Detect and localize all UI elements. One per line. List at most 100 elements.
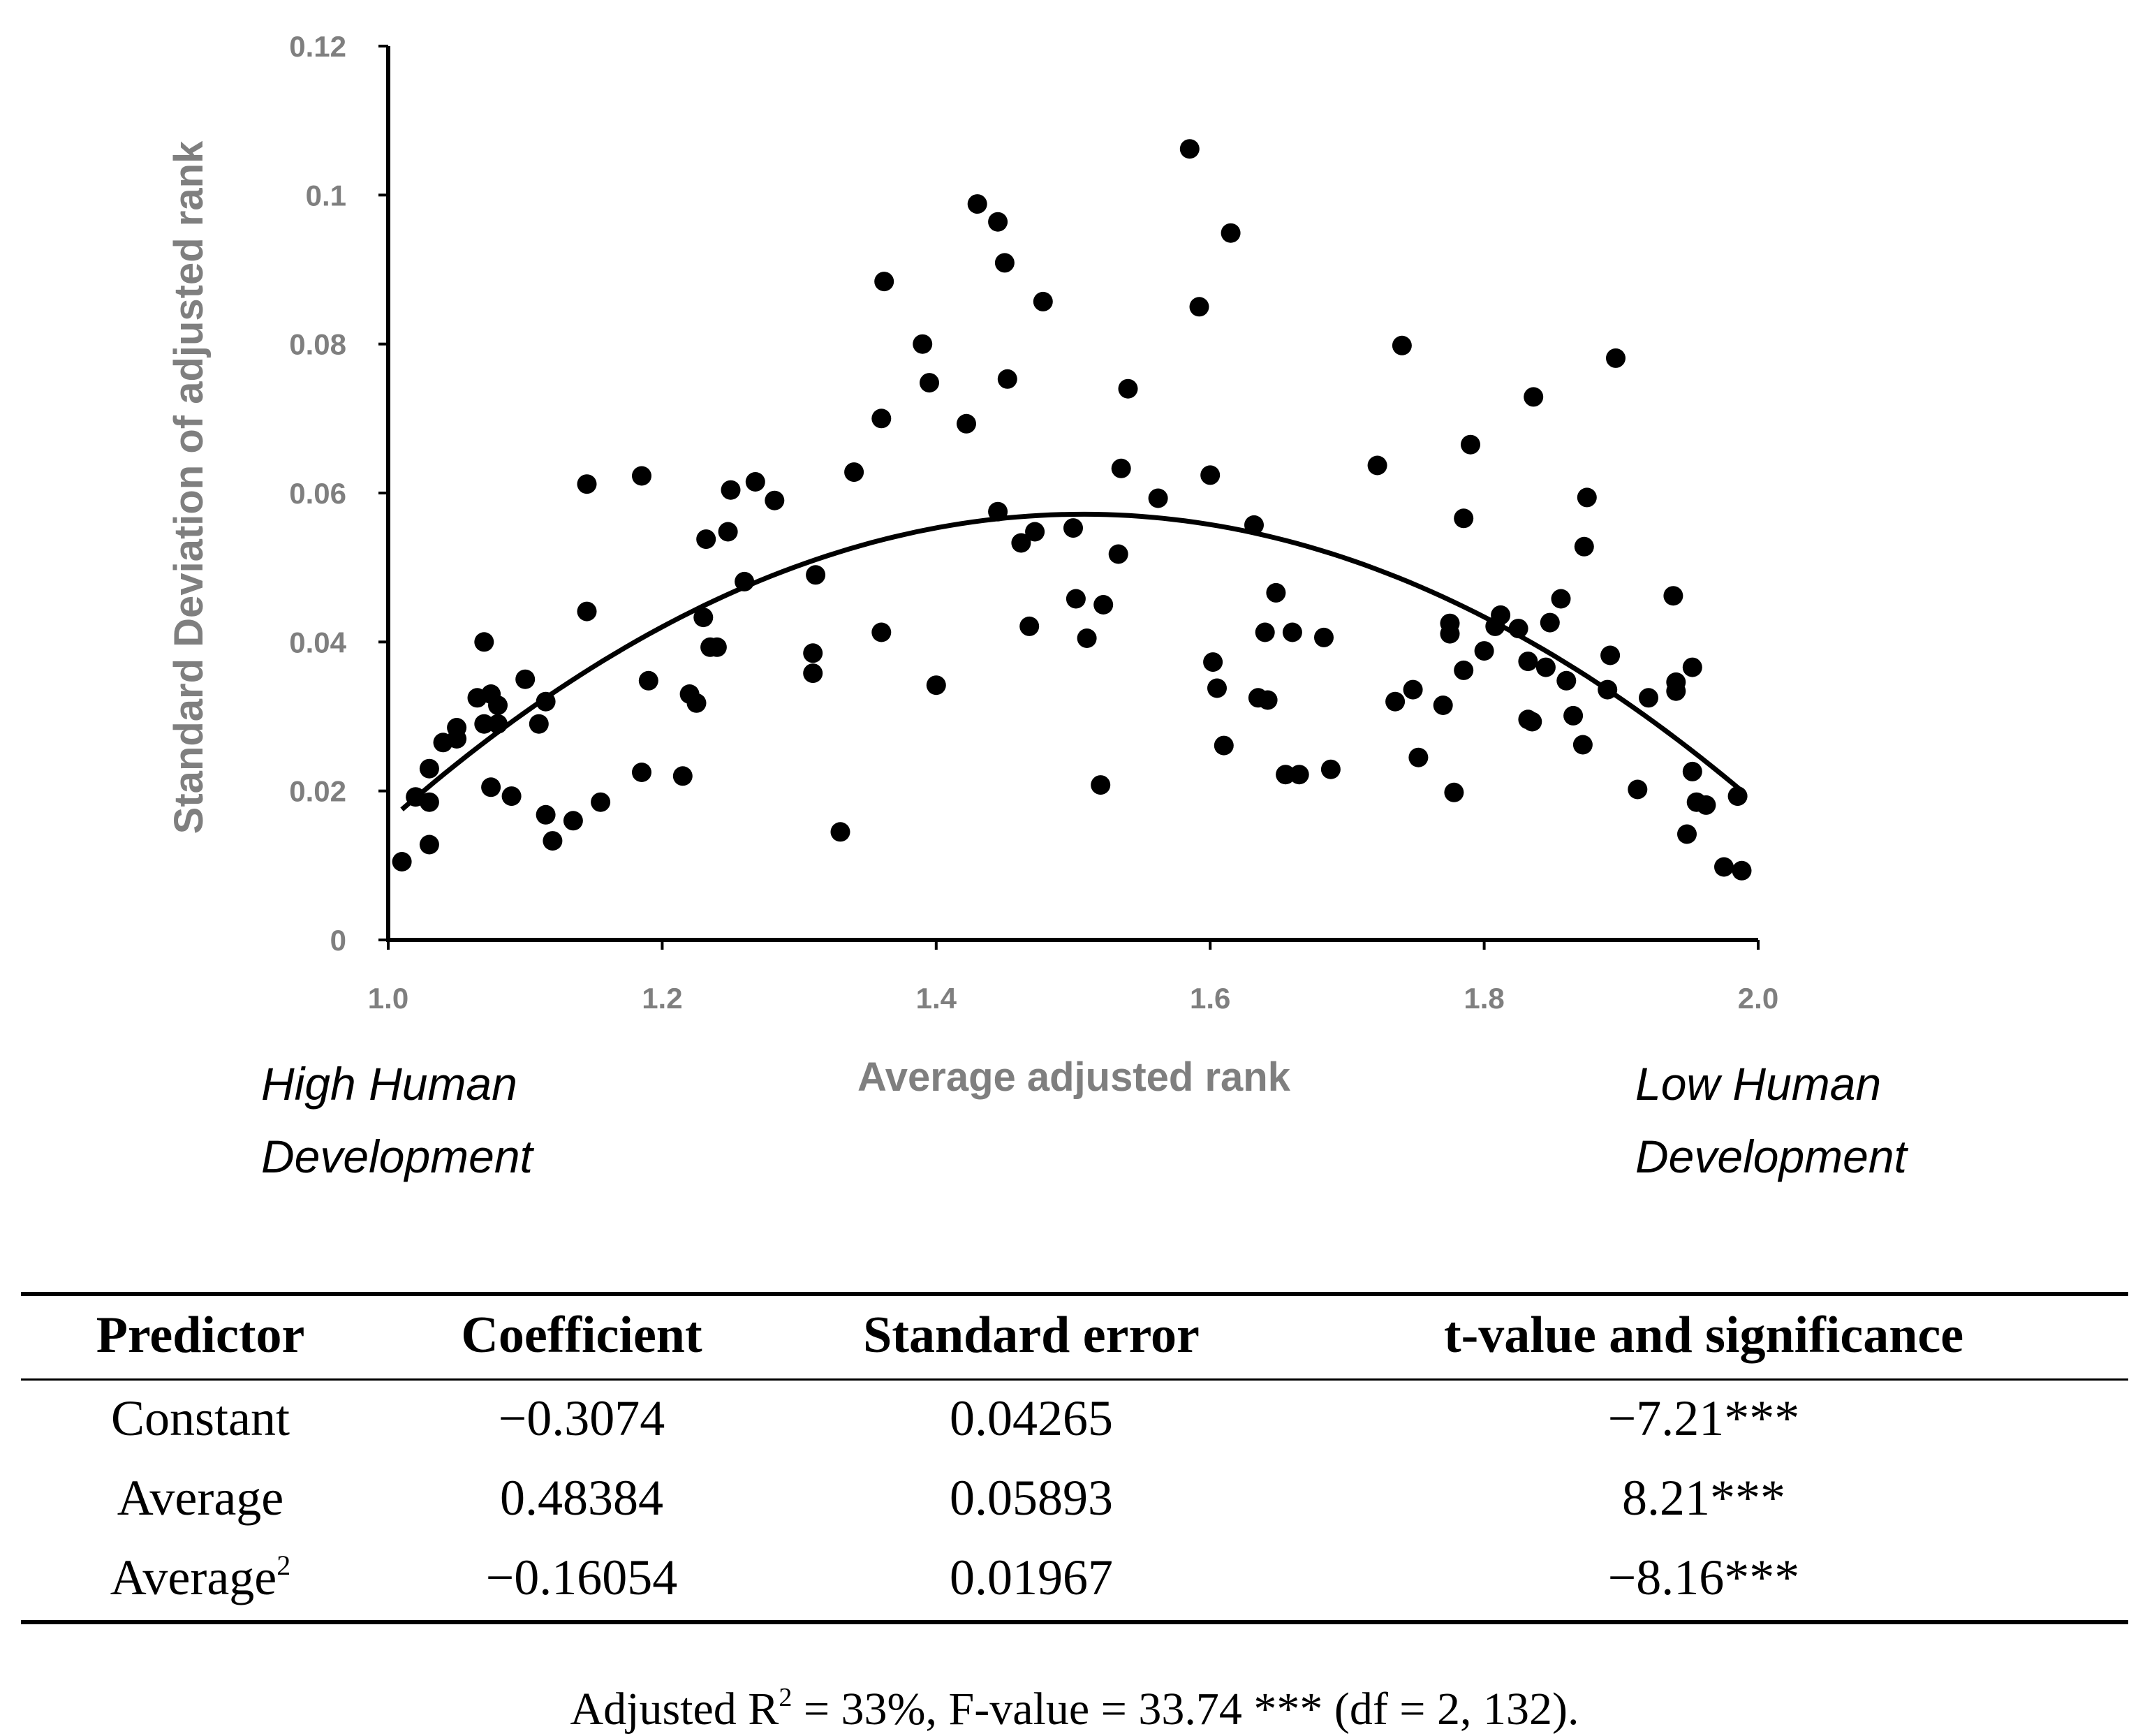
predictor-superscript: 2	[277, 1549, 291, 1581]
data-point	[1600, 645, 1621, 665]
data-point	[1474, 641, 1494, 661]
x-tick-label: 1.0	[368, 982, 408, 1015]
header-t-value: t-value and significance	[1443, 1306, 1964, 1364]
data-point	[1461, 434, 1480, 455]
data-point	[1203, 652, 1223, 672]
coefficient-cell: −0.16054	[485, 1549, 678, 1605]
data-point	[501, 786, 522, 807]
data-point	[1574, 536, 1594, 557]
data-point	[874, 272, 894, 292]
data-point	[997, 369, 1017, 389]
data-point	[1682, 657, 1702, 677]
data-point	[1214, 735, 1234, 756]
data-point	[871, 622, 892, 642]
x-tick-label: 1.8	[1464, 982, 1504, 1015]
data-point	[1454, 508, 1474, 529]
predictor-text: Average	[110, 1549, 277, 1605]
data-point	[718, 522, 738, 542]
data-point	[1454, 660, 1474, 680]
data-point	[419, 792, 439, 812]
data-point	[481, 777, 501, 797]
data-point	[1189, 297, 1209, 317]
data-point	[830, 822, 850, 842]
table-header-row: Predictor Coefficient Standard error t-v…	[21, 1292, 2128, 1378]
data-point	[1639, 688, 1658, 708]
data-point	[1266, 582, 1286, 603]
data-point	[1033, 291, 1053, 311]
x-tick-label: 1.4	[916, 982, 957, 1015]
data-point	[1440, 624, 1460, 644]
data-point	[1011, 533, 1031, 553]
std-error-cell: 0.05893	[950, 1469, 1113, 1526]
data-point	[765, 490, 785, 510]
data-point	[1666, 672, 1686, 692]
y-tick-label: 0	[330, 924, 346, 957]
data-point	[803, 643, 823, 663]
data-point	[1524, 387, 1544, 407]
data-point	[1207, 678, 1227, 698]
data-point	[988, 501, 1008, 522]
y-tick-label: 0.02	[289, 775, 346, 808]
data-point	[1727, 786, 1748, 807]
data-point	[1598, 679, 1618, 700]
right-note: Low Human Development	[1635, 1047, 1907, 1193]
data-point	[913, 334, 933, 354]
y-tick-label: 0.12	[289, 30, 346, 63]
data-point	[632, 763, 651, 782]
data-point	[1628, 779, 1648, 800]
data-point	[515, 669, 536, 689]
data-point	[1314, 627, 1334, 647]
data-point	[1408, 747, 1429, 767]
data-point	[1066, 589, 1086, 609]
predictor-cell: Constant	[110, 1390, 290, 1446]
table-row: Average2 −0.16054 0.01967 −8.16***	[21, 1538, 2128, 1617]
data-point	[1535, 657, 1556, 677]
data-point	[529, 714, 549, 734]
y-tick-label: 0.06	[289, 477, 346, 510]
data-point	[419, 758, 439, 779]
y-tick-label: 0.1	[306, 179, 346, 212]
footnote-superscript: 2	[779, 1683, 793, 1712]
data-point	[1491, 605, 1511, 625]
data-point	[1677, 824, 1697, 844]
data-point	[1577, 487, 1597, 508]
data-point	[686, 693, 707, 713]
data-point	[994, 253, 1015, 273]
data-point	[1444, 782, 1464, 802]
x-axis-title: Average adjusted rank	[857, 1054, 1291, 1100]
data-point	[1148, 488, 1168, 508]
table-footnote: Adjusted R2 = 33%, F-value = 33.74 *** (…	[21, 1683, 2128, 1736]
predictor-cell: Average	[117, 1469, 284, 1526]
y-tick-label: 0.08	[289, 328, 346, 361]
predictor-cell: Average2	[21, 1538, 380, 1617]
data-point	[844, 462, 864, 483]
data-point	[1572, 735, 1593, 755]
data-point	[1663, 586, 1683, 606]
y-tick-label: 0.04	[289, 626, 346, 659]
data-point	[536, 691, 556, 712]
data-point	[632, 466, 651, 486]
data-point	[696, 529, 716, 550]
header-standard-error: Standard error	[863, 1306, 1200, 1364]
scatter-chart: 0 0.02 0.04 0.06 0.08 0.1 0.12 1.0 1.2 1.4 1.6 1.8…	[166, 30, 1778, 1100]
data-point	[1732, 860, 1752, 881]
table-top-rule	[21, 1292, 2128, 1296]
data-point	[1403, 679, 1423, 700]
left-note-line-1: High Human	[261, 1058, 517, 1110]
data-point	[988, 212, 1008, 232]
data-point	[1244, 515, 1264, 535]
data-point	[563, 811, 583, 831]
data-point	[803, 663, 823, 684]
data-point	[1258, 690, 1278, 710]
t-value-cell: −7.21***	[1607, 1390, 1800, 1446]
right-note-line-2: Development	[1635, 1131, 1907, 1182]
data-point	[1518, 652, 1538, 672]
data-point	[806, 565, 826, 585]
data-point	[1221, 223, 1241, 243]
table-bottom-rule	[21, 1620, 2128, 1624]
coefficient-cell: 0.48384	[500, 1469, 663, 1526]
data-point	[1367, 455, 1387, 476]
data-point	[1091, 775, 1111, 795]
data-point	[543, 831, 563, 851]
data-point	[488, 714, 508, 734]
